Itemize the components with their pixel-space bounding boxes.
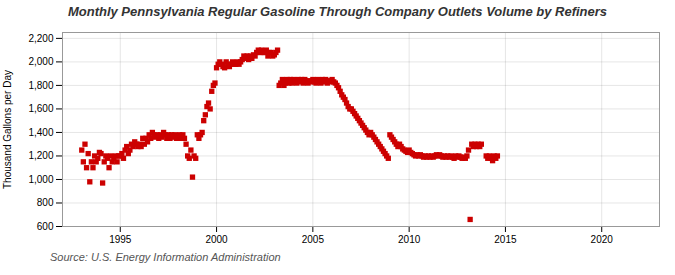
svg-text:1,000: 1,000 <box>28 174 53 185</box>
svg-text:2005: 2005 <box>302 234 325 245</box>
svg-text:800: 800 <box>37 197 54 208</box>
svg-text:1995: 1995 <box>109 234 132 245</box>
html-text:Monthly Pennsylvania Regular G: Monthly Pennsylvania Regular Gasoline Th… <box>67 4 608 19</box>
svg-text:1,600: 1,600 <box>28 103 53 114</box>
svg-text:2015: 2015 <box>494 234 517 245</box>
svg-text:1,200: 1,200 <box>28 150 53 161</box>
svg-text:600: 600 <box>37 221 54 232</box>
html-text:Source: U.S. Energy Informatio: Source: U.S. Energy Information Administ… <box>50 251 281 263</box>
svg-text:2010: 2010 <box>398 234 421 245</box>
svg-text:2,200: 2,200 <box>28 33 53 44</box>
svg-text:2000: 2000 <box>205 234 228 245</box>
svg-text:2,000: 2,000 <box>28 56 53 67</box>
svg-text:2020: 2020 <box>591 234 614 245</box>
svg-text:Thousand Gallons per Day: Thousand Gallons per Day <box>2 70 13 189</box>
svg-text:1,400: 1,400 <box>28 127 53 138</box>
svg-text:1,800: 1,800 <box>28 80 53 91</box>
